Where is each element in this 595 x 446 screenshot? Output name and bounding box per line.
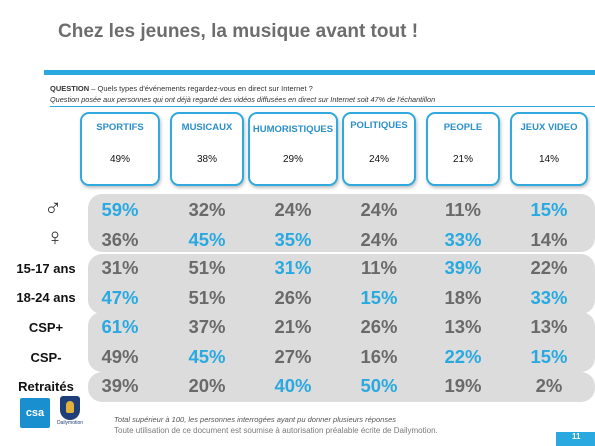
category-percent: 49% xyxy=(109,154,130,165)
value-cell: 21% xyxy=(274,316,312,337)
page-number: 11 xyxy=(572,432,581,441)
value-cell: 16% xyxy=(360,346,398,367)
page-title: Chez les jeunes, la musique avant tout ! xyxy=(58,21,419,42)
value-cell: 24% xyxy=(360,199,398,220)
value-cell: 61% xyxy=(101,316,139,337)
row-label-csp-plus: CSP+ xyxy=(28,320,64,335)
value-cell: 15% xyxy=(360,287,398,308)
category-percent: 14% xyxy=(538,154,559,165)
value-cell: 33% xyxy=(530,287,568,308)
usage-notice: Toute utilisation de ce document est sou… xyxy=(114,426,438,435)
value-cell: 22% xyxy=(530,257,568,278)
value-cell: 51% xyxy=(188,257,226,278)
value-cell: 51% xyxy=(188,287,226,308)
question-subtext: Question posée aux personnes qui ont déj… xyxy=(50,95,436,104)
value-cell: 50% xyxy=(360,375,398,396)
value-cell: 26% xyxy=(274,287,312,308)
row-label-18-24: 18-24 ans xyxy=(16,290,76,305)
age-band xyxy=(88,254,595,314)
value-cell: 39% xyxy=(444,257,482,278)
value-cell: 45% xyxy=(188,229,226,250)
dailymotion-logo: Dailymotion xyxy=(56,396,84,430)
category-name: POLITIQUES xyxy=(350,120,408,131)
value-cell: 15% xyxy=(530,199,568,220)
row-label-15-17: 15-17 ans xyxy=(16,261,76,276)
question-divider xyxy=(50,106,595,107)
title-underline xyxy=(44,70,595,75)
value-cell: 31% xyxy=(274,257,312,278)
value-cell: 45% xyxy=(188,346,226,367)
category-box-politiques: POLITIQUES 24% xyxy=(342,112,416,186)
value-cell: 19% xyxy=(444,375,482,396)
retired-band xyxy=(88,372,595,402)
question-line: QUESTION – Quels types d'événements rega… xyxy=(50,84,313,93)
value-cell: 27% xyxy=(274,346,312,367)
value-cell: 14% xyxy=(530,229,568,250)
category-box-sportifs: SPORTIFS 49% xyxy=(80,112,160,186)
page-number-bar xyxy=(0,432,595,446)
category-box-people: PEOPLE 21% xyxy=(426,112,500,186)
category-percent: 38% xyxy=(196,154,217,165)
value-cell: 35% xyxy=(274,229,312,250)
value-cell: 40% xyxy=(274,375,312,396)
gender-band xyxy=(88,194,595,252)
female-icon: ♀ xyxy=(46,224,64,251)
value-cell: 59% xyxy=(101,199,139,220)
value-cell: 22% xyxy=(444,346,482,367)
value-cell: 24% xyxy=(274,199,312,220)
question-label: QUESTION xyxy=(50,84,90,93)
category-percent: 21% xyxy=(452,154,473,165)
value-cell: 15% xyxy=(530,346,568,367)
value-cell: 37% xyxy=(188,316,226,337)
category-box-musicaux: MUSICAUX 38% xyxy=(170,112,244,186)
value-cell: 2% xyxy=(535,375,563,396)
page-number-tab xyxy=(556,432,595,446)
value-cell: 33% xyxy=(444,229,482,250)
shield-icon xyxy=(60,396,80,420)
value-cell: 49% xyxy=(101,346,139,367)
category-name: SPORTIFS xyxy=(96,122,144,133)
value-cell: 13% xyxy=(444,316,482,337)
category-percent: 24% xyxy=(368,154,389,165)
csp-band xyxy=(88,312,595,372)
csa-logo: csa xyxy=(20,398,50,428)
value-cell: 47% xyxy=(101,287,139,308)
category-box-jeux-video: JEUX VIDEO 14% xyxy=(510,112,588,186)
value-cell: 26% xyxy=(360,316,398,337)
row-label-csp-minus: CSP- xyxy=(30,350,62,365)
category-name: PEOPLE xyxy=(443,122,483,133)
category-box-humoristiques: HUMORISTIQUES 29% xyxy=(248,112,338,186)
value-cell: 24% xyxy=(360,229,398,250)
category-percent: 29% xyxy=(282,154,303,165)
category-name: HUMORISTIQUES xyxy=(252,124,334,135)
value-cell: 11% xyxy=(444,199,481,220)
male-icon: ♂ xyxy=(44,195,62,222)
value-cell: 32% xyxy=(188,199,226,220)
row-label-retraites: Retraités xyxy=(18,379,74,394)
value-cell: 18% xyxy=(444,287,482,308)
value-cell: 39% xyxy=(101,375,139,396)
category-name: JEUX VIDEO xyxy=(520,122,578,133)
dailymotion-logo-text: Dailymotion xyxy=(56,420,84,426)
value-cell: 13% xyxy=(530,316,568,337)
question-text: – Quels types d'événements regardez-vous… xyxy=(89,84,313,93)
footnote: Total supérieur à 100, les personnes int… xyxy=(114,415,396,424)
value-cell: 20% xyxy=(188,375,226,396)
value-cell: 11% xyxy=(360,257,397,278)
value-cell: 36% xyxy=(101,229,139,250)
category-name: MUSICAUX xyxy=(181,122,233,133)
value-cell: 31% xyxy=(101,257,139,278)
